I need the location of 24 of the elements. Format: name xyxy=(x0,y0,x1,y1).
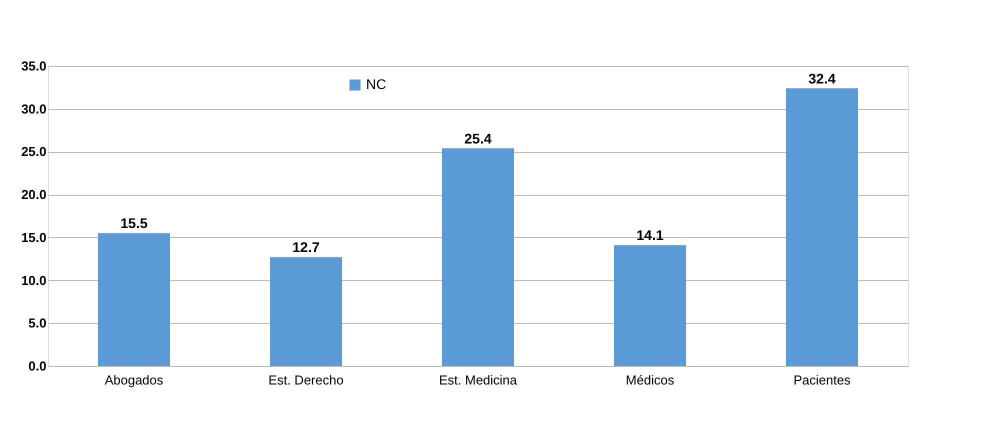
y-tick-label: 0.0 xyxy=(28,358,46,374)
x-tick-label: Pacientes xyxy=(793,372,852,388)
bar xyxy=(614,245,686,366)
y-tick-label: 15.0 xyxy=(21,230,46,245)
y-tick-label: 20.0 xyxy=(21,187,46,202)
data-label: 32.4 xyxy=(808,70,836,86)
x-tick-label: Abogados xyxy=(104,372,164,388)
y-tick-label: 35.0 xyxy=(21,58,46,74)
data-label: 12.7 xyxy=(292,239,320,256)
legend-label: NC xyxy=(366,76,386,92)
y-tick-label: 10.0 xyxy=(21,272,46,288)
y-tick-label: 25.0 xyxy=(21,144,46,160)
data-label: 14.1 xyxy=(636,227,664,244)
y-tick-label: 30.0 xyxy=(21,101,46,116)
data-label: 25.4 xyxy=(464,130,492,146)
x-tick-label: Médicos xyxy=(626,372,675,388)
bar xyxy=(270,257,342,366)
y-tick-label: 5.0 xyxy=(28,316,46,331)
bar xyxy=(98,233,170,366)
bar xyxy=(442,148,514,366)
data-label: 15.5 xyxy=(120,215,148,232)
bar xyxy=(786,88,858,366)
x-tick-label: Est. Derecho xyxy=(268,372,344,388)
x-tick-label: Est. Medicina xyxy=(438,372,518,388)
